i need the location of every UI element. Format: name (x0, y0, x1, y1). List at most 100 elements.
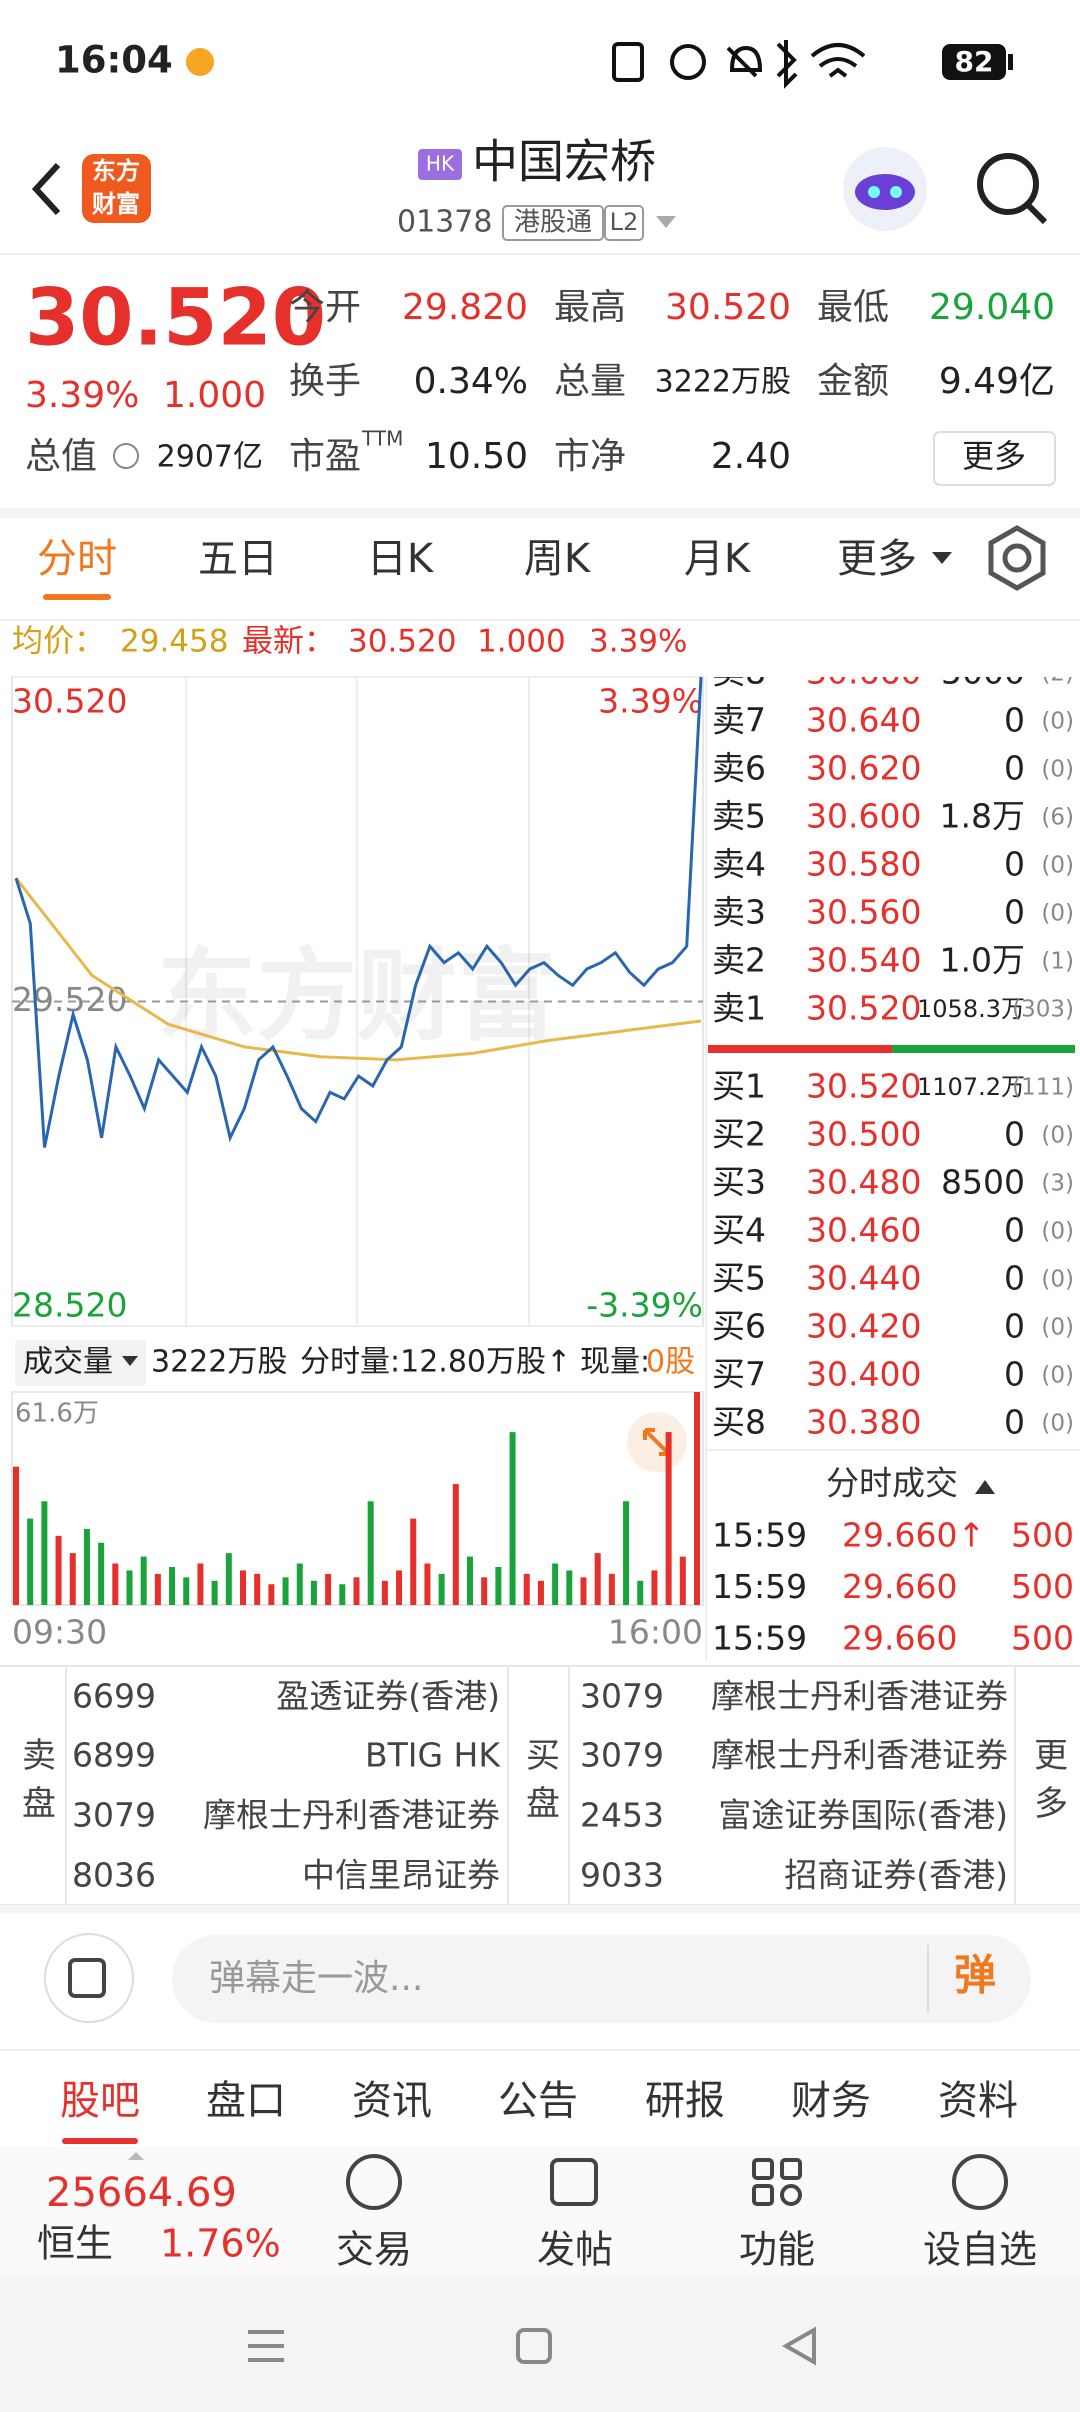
tab[interactable]: 日K (367, 536, 435, 582)
trade-price: 29.660 (842, 1619, 957, 1658)
rect-shape[interactable] (752, 2184, 774, 2206)
level-quantity: 0 (1004, 845, 1025, 884)
action-button[interactable]: 发帖 (537, 2228, 613, 2272)
last-price: 30.520 (25, 273, 326, 363)
section-tab[interactable]: 资讯 (352, 2078, 432, 2124)
section-tab[interactable]: 盘口 (206, 2078, 286, 2124)
circle-shape[interactable] (952, 2154, 1008, 2210)
change: 1.000 (477, 624, 566, 660)
ellipse-shape[interactable] (855, 174, 915, 210)
tab[interactable]: 周K (524, 536, 592, 582)
more-button[interactable]: 更多 (1028, 1737, 1068, 1833)
nav-buttons[interactable] (248, 2326, 816, 2366)
index-value[interactable]: 25664.69 (46, 2170, 237, 2216)
tab[interactable]: 分时 (37, 536, 117, 582)
action-button[interactable]: 功能 (739, 2228, 815, 2272)
section-tab[interactable]: 资料 (938, 2078, 1018, 2124)
volume-bar (254, 1573, 261, 1605)
volume-bar (69, 1553, 76, 1605)
danmaku-button[interactable]: 弹 (954, 1951, 996, 2000)
path-shape[interactable] (781, 2326, 816, 2366)
rect-shape[interactable] (68, 1958, 106, 1998)
badge: HK (426, 152, 455, 176)
back-button[interactable] (31, 162, 61, 216)
dropdown-arrow[interactable] (122, 1356, 138, 1366)
volume-bar (353, 1577, 360, 1605)
level-price: 30.600 (806, 797, 921, 836)
section-tab[interactable]: 股吧 (60, 2078, 140, 2124)
action-button[interactable]: 设自选 (923, 2228, 1037, 2272)
rect-shape[interactable] (780, 2158, 802, 2180)
last-price: 30.520 (348, 624, 456, 660)
avatar[interactable] (843, 147, 927, 231)
level-count: (303) (1012, 997, 1074, 1023)
index-change[interactable]: 1.76% (160, 2222, 281, 2266)
collapse-arrow[interactable] (128, 2152, 144, 2160)
circle-shape[interactable] (868, 186, 880, 198)
circle-shape[interactable] (44, 1933, 134, 2023)
polygon-shape[interactable] (988, 525, 1046, 591)
broker-code: 6699 (72, 1677, 156, 1716)
avg-line (14, 877, 702, 1062)
rect-shape[interactable] (516, 2328, 552, 2364)
path-shape[interactable] (1026, 203, 1048, 225)
field-label: 最高 (554, 287, 626, 328)
field-label: 市盈 (289, 436, 361, 477)
sort-arrow[interactable] (975, 1480, 995, 1494)
level-quantity: 0 (1004, 749, 1025, 788)
settings-button[interactable] (971, 525, 1046, 598)
dropdown-arrow[interactable] (932, 552, 952, 564)
level-quantity: 1.0万 (940, 941, 1025, 980)
y-tick-label: 28.520 (12, 1286, 127, 1325)
circle-shape[interactable] (346, 2154, 402, 2210)
path-shape[interactable] (643, 1428, 671, 1456)
level-price: 30.640 (806, 701, 921, 740)
search-button[interactable] (977, 153, 1048, 225)
broker-code: 8036 (72, 1856, 156, 1895)
more-button[interactable] (933, 431, 1056, 486)
level-price: 30.620 (806, 749, 921, 788)
broker-name: 摩根士丹利香港证券 (711, 1736, 1008, 1775)
section-tab[interactable]: 财务 (791, 2078, 871, 2124)
index-name[interactable]: 恒生 (37, 2222, 113, 2266)
trade-time: 15:59 (712, 1619, 807, 1658)
circle-shape[interactable] (1002, 543, 1032, 573)
ask-bar (708, 1045, 892, 1053)
action-icons[interactable] (346, 2154, 1008, 2210)
level-label: 买7 (712, 1355, 766, 1394)
more-button[interactable]: 更多 (962, 437, 1026, 475)
path-shape[interactable] (248, 2330, 284, 2362)
nav-bar (0, 2277, 1080, 2412)
circle-shape[interactable] (890, 186, 902, 198)
volume-label[interactable]: 成交量 (23, 1345, 113, 1380)
tab-underline (62, 2138, 138, 2144)
trade-volume: 500 (1011, 1619, 1074, 1658)
circle-shape[interactable] (780, 2184, 802, 2206)
volume-bar (410, 1518, 417, 1605)
dropdown-arrow[interactable] (656, 216, 676, 228)
level-count: (111) (1012, 1075, 1074, 1101)
rect-shape[interactable] (752, 2158, 774, 2180)
volume-bar (126, 1570, 133, 1605)
volume-selector[interactable] (15, 1340, 146, 1386)
tab[interactable]: 更多 (837, 536, 917, 582)
comment-input[interactable] (172, 1935, 1031, 2023)
tab[interactable]: 五日 (198, 536, 278, 582)
action-button[interactable]: 交易 (336, 2228, 412, 2272)
expand-button[interactable] (627, 1412, 687, 1472)
comment-placeholder[interactable]: 弹幕走一波... (209, 1958, 423, 1999)
comment-icon[interactable] (44, 1933, 134, 2023)
field-value: 9.49亿 (939, 361, 1055, 402)
volume-bar (183, 1577, 190, 1605)
section-tab[interactable]: 研报 (645, 2078, 725, 2124)
section-tab[interactable]: 公告 (498, 2078, 578, 2124)
circle-shape[interactable] (977, 153, 1039, 215)
rect-shape (612, 42, 644, 82)
rect-shape[interactable] (550, 2158, 598, 2206)
info-icon[interactable] (113, 443, 139, 469)
volume-bar (41, 1501, 48, 1605)
logo-text: 东方 (92, 157, 140, 185)
tab[interactable]: 月K (684, 536, 752, 582)
